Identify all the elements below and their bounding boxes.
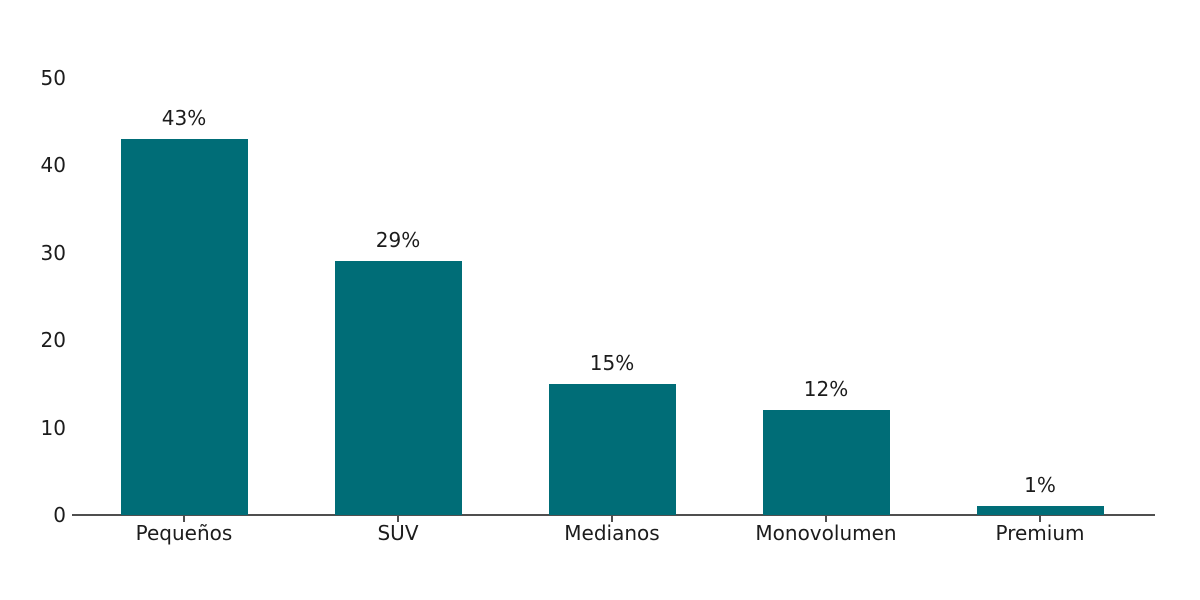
y-tick-label: 40	[40, 153, 66, 177]
bar-value-label: 1%	[1024, 473, 1056, 498]
y-tick-label: 20	[40, 328, 66, 352]
x-tick-label: Pequeños	[135, 521, 233, 545]
x-tick-label: SUV	[377, 521, 419, 545]
y-tick-label: 10	[40, 415, 66, 440]
x-tick-mark	[825, 516, 827, 522]
y-tick-label: 50	[40, 65, 66, 90]
bar-value-label: 15%	[589, 350, 635, 375]
x-tick-label: Monovolumen	[755, 521, 897, 545]
bar	[120, 138, 248, 515]
y-tick-label: 0	[53, 503, 66, 527]
x-tick-mark	[1039, 516, 1041, 522]
bar-value-label: 43%	[161, 105, 207, 130]
bar	[762, 410, 890, 515]
bar-value-label: 12%	[803, 377, 849, 401]
x-tick-mark	[183, 516, 185, 522]
x-tick-label: Medianos	[564, 521, 660, 545]
x-tick-label: Premium	[995, 521, 1085, 545]
bar	[548, 383, 676, 515]
bar	[976, 506, 1104, 515]
x-tick-mark	[611, 516, 613, 522]
y-tick-label: 30	[40, 240, 66, 265]
bar-value-label: 29%	[375, 228, 421, 253]
x-tick-mark	[397, 516, 399, 522]
bar	[334, 261, 462, 515]
x-axis-line	[72, 514, 1155, 516]
